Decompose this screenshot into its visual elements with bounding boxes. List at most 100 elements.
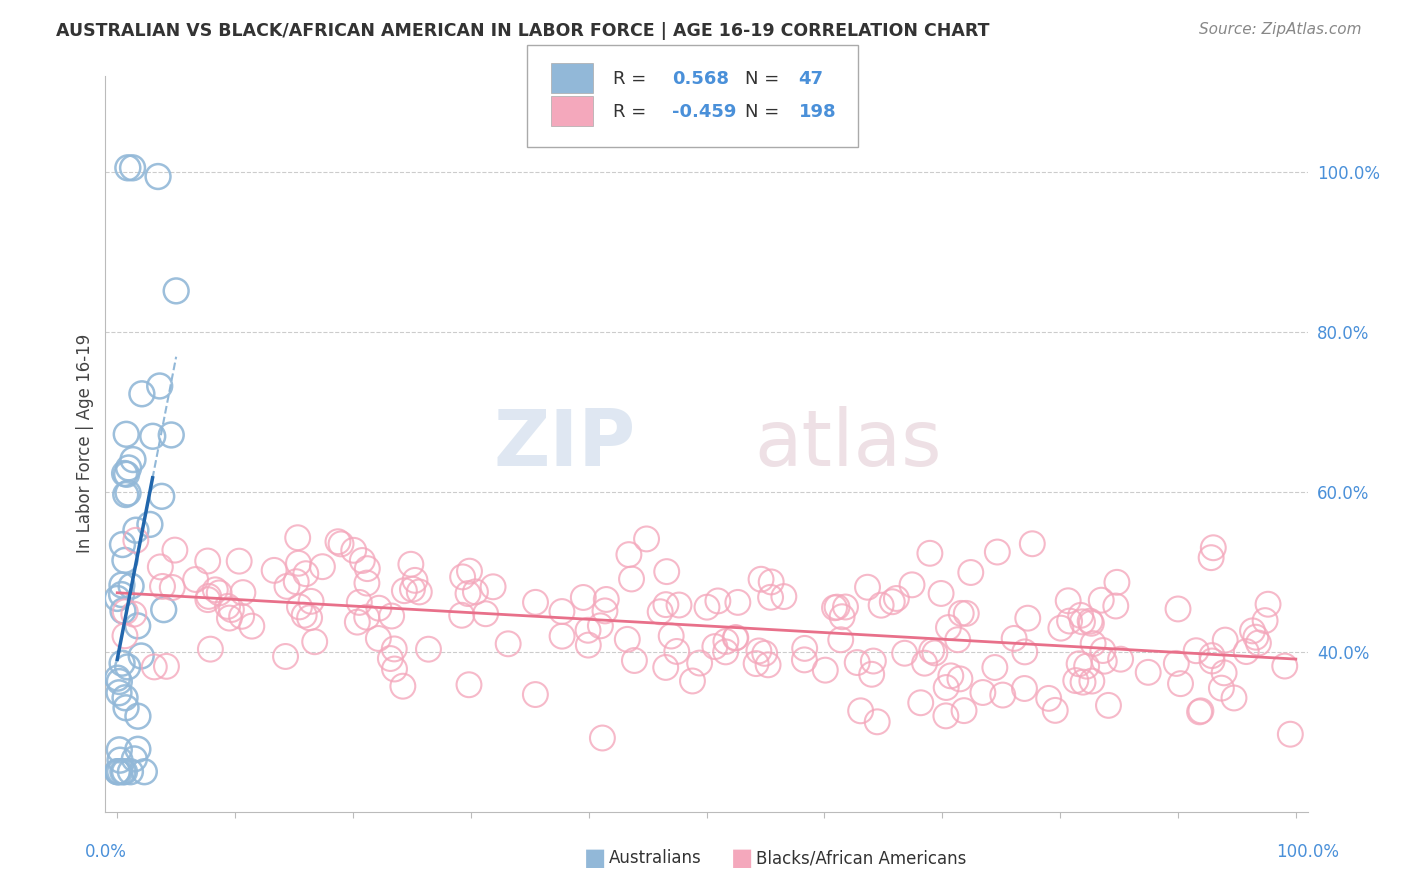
Point <box>1076 659 1098 673</box>
Point <box>474 607 496 621</box>
Point <box>938 621 960 635</box>
Point <box>381 609 404 624</box>
Point <box>825 600 848 615</box>
Text: AUSTRALIAN VS BLACK/AFRICAN AMERICAN IN LABOR FORCE | AGE 16-19 CORRELATION CHAR: AUSTRALIAN VS BLACK/AFRICAN AMERICAN IN … <box>56 22 990 40</box>
Point <box>1201 648 1223 663</box>
Point <box>918 546 941 560</box>
Point <box>756 657 779 672</box>
Point <box>1211 681 1233 695</box>
Text: 47: 47 <box>799 70 824 87</box>
Point <box>866 714 889 729</box>
Point <box>589 619 612 633</box>
Point <box>595 592 617 607</box>
Point <box>240 619 263 633</box>
Point <box>221 602 243 616</box>
Point <box>146 169 169 184</box>
Point <box>824 600 846 615</box>
Point <box>401 582 423 597</box>
Point <box>914 656 936 670</box>
Point <box>356 610 378 624</box>
Point <box>759 574 782 589</box>
Point <box>893 646 915 660</box>
Point <box>263 563 285 577</box>
Point <box>392 679 415 693</box>
Point <box>1105 575 1128 590</box>
Point <box>1199 550 1222 565</box>
Point <box>935 709 957 723</box>
Text: -0.459: -0.459 <box>672 103 737 120</box>
Point <box>346 615 368 629</box>
Point <box>111 578 134 592</box>
Point <box>959 566 981 580</box>
Text: Australians: Australians <box>609 849 702 867</box>
Point <box>114 690 136 705</box>
Point <box>591 731 613 745</box>
Point <box>200 642 222 657</box>
Text: N =: N = <box>745 103 779 120</box>
Point <box>703 640 725 654</box>
Point <box>616 632 638 647</box>
Point <box>929 586 952 600</box>
Point <box>287 531 309 545</box>
Point <box>1014 681 1036 696</box>
Point <box>1021 537 1043 551</box>
Point <box>910 696 932 710</box>
Point <box>356 576 378 591</box>
Point <box>655 598 678 612</box>
Point <box>654 660 676 674</box>
Point <box>921 644 943 658</box>
Point <box>111 657 134 671</box>
Point <box>142 429 165 443</box>
Point <box>1274 659 1296 673</box>
Point <box>111 604 134 618</box>
Text: Source: ZipAtlas.com: Source: ZipAtlas.com <box>1198 22 1361 37</box>
Point <box>107 764 129 779</box>
Y-axis label: In Labor Force | Age 16-19: In Labor Force | Age 16-19 <box>76 334 94 553</box>
Point <box>1071 675 1094 690</box>
Point <box>108 753 131 767</box>
Point <box>689 656 711 670</box>
Point <box>108 764 131 779</box>
Point <box>204 582 226 597</box>
Point <box>955 607 977 621</box>
Point <box>1069 657 1091 671</box>
Point <box>682 673 704 688</box>
Point <box>117 161 139 175</box>
Point <box>292 608 315 623</box>
Point <box>576 638 599 652</box>
Point <box>330 537 353 551</box>
Text: atlas: atlas <box>754 406 942 482</box>
Point <box>122 607 145 621</box>
Point <box>114 605 136 619</box>
Text: N =: N = <box>745 70 779 87</box>
Point <box>707 594 730 608</box>
Point <box>831 609 853 624</box>
Point <box>524 595 547 609</box>
Point <box>1081 637 1104 651</box>
Point <box>724 631 747 645</box>
Point <box>367 632 389 646</box>
Point <box>349 595 371 609</box>
Point <box>356 561 378 575</box>
Point <box>1092 654 1115 668</box>
Point <box>152 602 174 616</box>
Point <box>1002 632 1025 646</box>
Point <box>122 452 145 467</box>
Point <box>949 672 972 686</box>
Point <box>464 584 486 599</box>
Point <box>759 591 782 605</box>
Point <box>814 663 837 677</box>
Point <box>1254 614 1277 628</box>
Point <box>197 592 219 607</box>
Point <box>285 574 308 589</box>
Text: R =: R = <box>613 70 647 87</box>
Point <box>1097 698 1119 713</box>
Point <box>496 637 519 651</box>
Point <box>108 743 131 757</box>
Point <box>114 629 136 643</box>
Point <box>127 619 149 633</box>
Point <box>1109 652 1132 666</box>
Point <box>1166 657 1188 671</box>
Point <box>946 632 969 647</box>
Point <box>217 599 239 614</box>
